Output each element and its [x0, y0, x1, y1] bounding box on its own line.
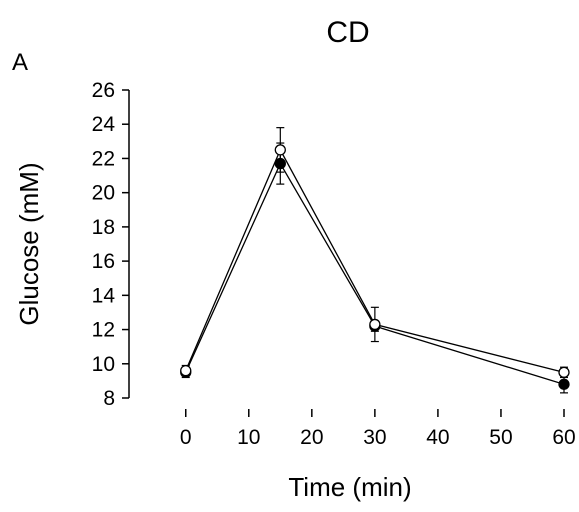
y-tick-label: 8: [103, 387, 115, 410]
y-tick-label: 22: [92, 147, 115, 170]
chart-title: CD: [326, 16, 369, 49]
y-tick-label: 14: [92, 284, 116, 307]
series-line: [185, 148, 565, 373]
y-tick-label: 24: [92, 113, 116, 136]
x-tick-label: 50: [489, 426, 512, 449]
panel-label: A: [12, 49, 28, 76]
y-axis-title: Glucose (mM): [14, 162, 44, 325]
series-1: [180, 142, 570, 394]
y-tick-label: 16: [92, 250, 115, 273]
y-tick-label: 20: [92, 182, 115, 205]
x-axis-title: Time (min): [288, 472, 411, 502]
data-point-open: [180, 364, 192, 377]
series-layer: [180, 127, 570, 394]
data-point-open: [369, 318, 381, 331]
x-tick-label: 30: [363, 426, 386, 449]
data-point-filled: [558, 378, 570, 390]
axes: 8 10 12 14 16 18 20 22 24 26 0 10 20 30 40 50 60: [92, 79, 576, 449]
y-tick-label: 12: [92, 319, 115, 342]
x-tick-label: 10: [237, 426, 260, 449]
y-tick-label: 18: [92, 216, 115, 239]
x-tick-label: 20: [300, 426, 323, 449]
data-point-open: [558, 366, 570, 378]
x-tick-label: 40: [426, 426, 449, 449]
y-tick-label: 10: [92, 353, 115, 376]
series-line: [185, 162, 565, 385]
data-point-open: [274, 144, 286, 156]
x-tick-label: 60: [552, 426, 575, 449]
series-2: [180, 127, 570, 379]
y-tick-label: 26: [92, 79, 115, 102]
x-tick-label: 0: [180, 426, 192, 449]
